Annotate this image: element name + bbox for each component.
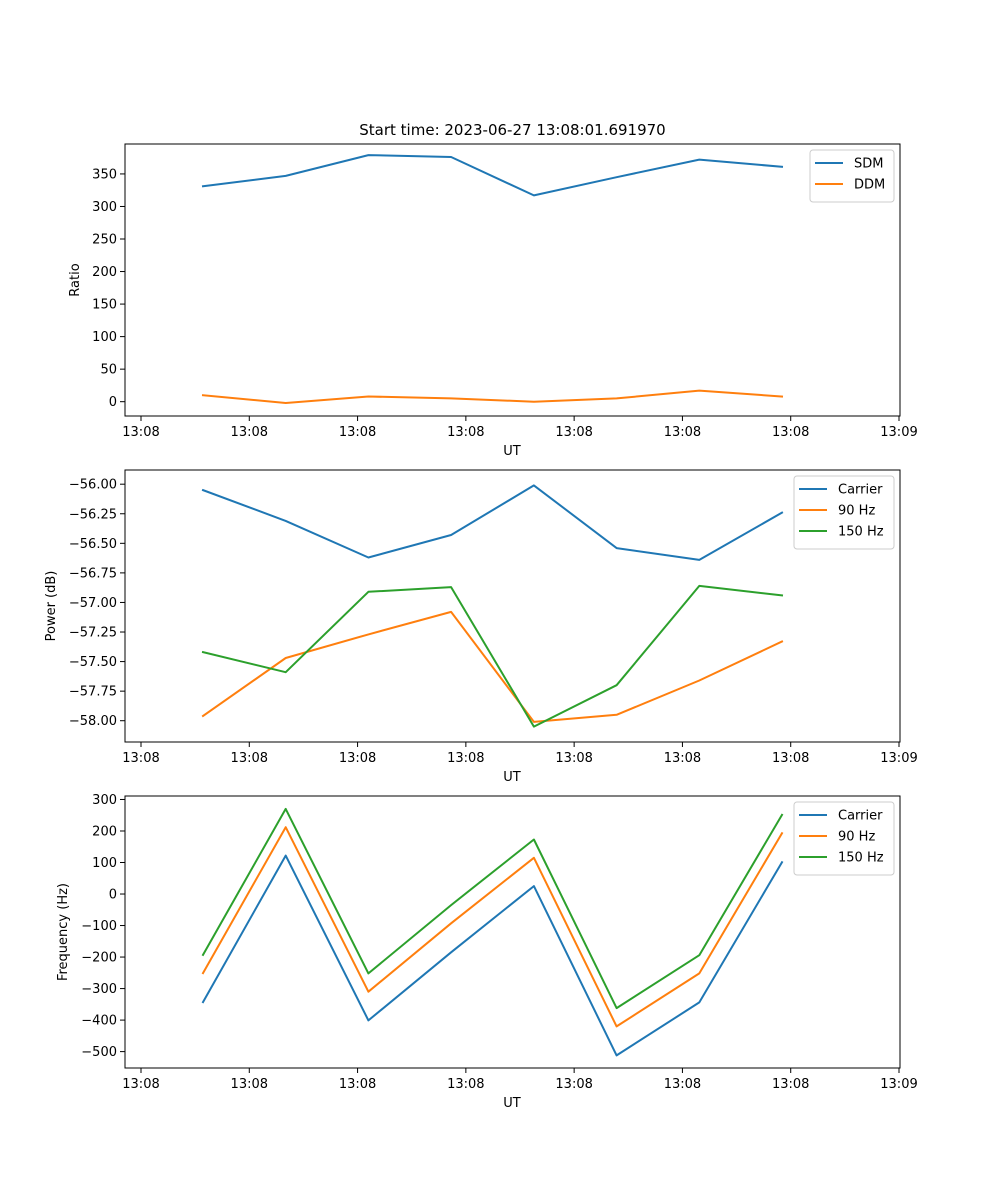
- legend-entry-label: 90 Hz: [838, 504, 875, 519]
- series-line-90-hz: [201, 610, 784, 723]
- series-line-150-hz: [201, 584, 784, 728]
- x-tick-label: 13:08: [447, 425, 484, 440]
- y-tick-label: −57.25: [69, 626, 117, 641]
- x-tick-label: 13:08: [339, 425, 376, 440]
- y-axis-label: Ratio: [68, 263, 83, 296]
- x-tick-label: 13:09: [880, 1077, 917, 1092]
- x-tick-label: 13:08: [122, 1077, 159, 1092]
- chart-title: Start time: 2023-06-27 13:08:01.691970: [359, 121, 665, 139]
- legend-entry-label: Carrier: [838, 809, 883, 824]
- y-tick-label: 300: [92, 793, 117, 808]
- legend-entry-label: SDM: [854, 157, 883, 172]
- x-tick-label: 13:08: [555, 1077, 592, 1092]
- series-line-sdm: [201, 154, 784, 197]
- legend: SDM DDM: [809, 149, 895, 203]
- chart-panel-2: 13:08 13:08 13:08 13:08 13:08 13:08 13:08 13:09…: [44, 469, 918, 785]
- x-tick-label: 13:08: [664, 425, 701, 440]
- y-tick-label: 150: [92, 298, 117, 313]
- x-tick-label: 13:08: [231, 425, 268, 440]
- y-tick-label: −58.00: [69, 714, 117, 729]
- y-tick-label: −500: [81, 1045, 117, 1060]
- y-tick-label: 350: [92, 167, 117, 182]
- x-axis-label: UT: [503, 1096, 521, 1111]
- x-tick-label: 13:08: [772, 425, 809, 440]
- legend-entry-label: DDM: [854, 178, 885, 193]
- x-tick-label: 13:09: [880, 751, 917, 766]
- x-axis-label: UT: [503, 770, 521, 785]
- y-tick-label: 300: [92, 200, 117, 215]
- legend-entry-label: Carrier: [838, 483, 883, 498]
- y-tick-label: −400: [81, 1014, 117, 1029]
- y-tick-label: −100: [81, 919, 117, 934]
- y-tick-label: 200: [92, 265, 117, 280]
- series-line-90-hz: [201, 826, 784, 1028]
- y-tick-label: 50: [100, 363, 117, 378]
- y-tick-label: 0: [109, 395, 117, 410]
- y-tick-label: 100: [92, 330, 117, 345]
- series-line-150-hz: [201, 807, 784, 1010]
- y-tick-label: 200: [92, 824, 117, 839]
- series-line-carrier: [201, 854, 784, 1057]
- legend-entry-label: 150 Hz: [838, 525, 884, 540]
- axes-frame: [124, 469, 901, 743]
- y-tick-label: −56.50: [69, 537, 117, 552]
- x-tick-label: 13:08: [664, 751, 701, 766]
- x-tick-label: 13:08: [447, 751, 484, 766]
- x-tick-label: 13:09: [880, 425, 917, 440]
- x-axis-label: UT: [503, 444, 521, 459]
- y-tick-label: −56.25: [69, 507, 117, 522]
- series-line-carrier: [201, 484, 784, 561]
- y-tick-label: −56.00: [69, 478, 117, 493]
- x-tick-label: 13:08: [555, 425, 592, 440]
- y-tick-label: 250: [92, 233, 117, 248]
- chart-panel-3: 13:08 13:08 13:08 13:08 13:08 13:08 13:08 13:09…: [56, 793, 918, 1111]
- y-tick-label: −200: [81, 951, 117, 966]
- legend-entry-label: 150 Hz: [838, 851, 884, 866]
- x-tick-label: 13:08: [122, 751, 159, 766]
- x-tick-label: 13:08: [447, 1077, 484, 1092]
- y-tick-label: −300: [81, 982, 117, 997]
- y-tick-label: −56.75: [69, 566, 117, 581]
- x-tick-label: 13:08: [231, 1077, 268, 1092]
- x-tick-label: 13:08: [664, 1077, 701, 1092]
- y-axis-label: Power (dB): [44, 571, 59, 642]
- x-tick-label: 13:08: [555, 751, 592, 766]
- x-tick-label: 13:08: [122, 425, 159, 440]
- y-axis-label: Frequency (Hz): [56, 883, 71, 981]
- axes-frame: [124, 795, 901, 1069]
- legend-entry-label: 90 Hz: [838, 830, 875, 845]
- x-tick-label: 13:08: [772, 751, 809, 766]
- y-tick-label: −57.50: [69, 655, 117, 670]
- x-tick-label: 13:08: [339, 1077, 376, 1092]
- series-line-ddm: [201, 389, 784, 404]
- axes-frame: [124, 143, 901, 417]
- chart-panel-1: 13:08 13:08 13:08 13:08 13:08 13:08 13:08 13:09…: [68, 121, 918, 459]
- y-tick-label: −57.00: [69, 596, 117, 611]
- x-tick-label: 13:08: [339, 751, 376, 766]
- y-tick-label: −57.75: [69, 685, 117, 700]
- x-tick-label: 13:08: [772, 1077, 809, 1092]
- x-tick-label: 13:08: [231, 751, 268, 766]
- y-tick-label: 100: [92, 856, 117, 871]
- legend: Carrier 90 Hz 150 Hz: [793, 801, 895, 876]
- legend: Carrier 90 Hz 150 Hz: [793, 475, 895, 550]
- y-tick-label: 0: [109, 888, 117, 903]
